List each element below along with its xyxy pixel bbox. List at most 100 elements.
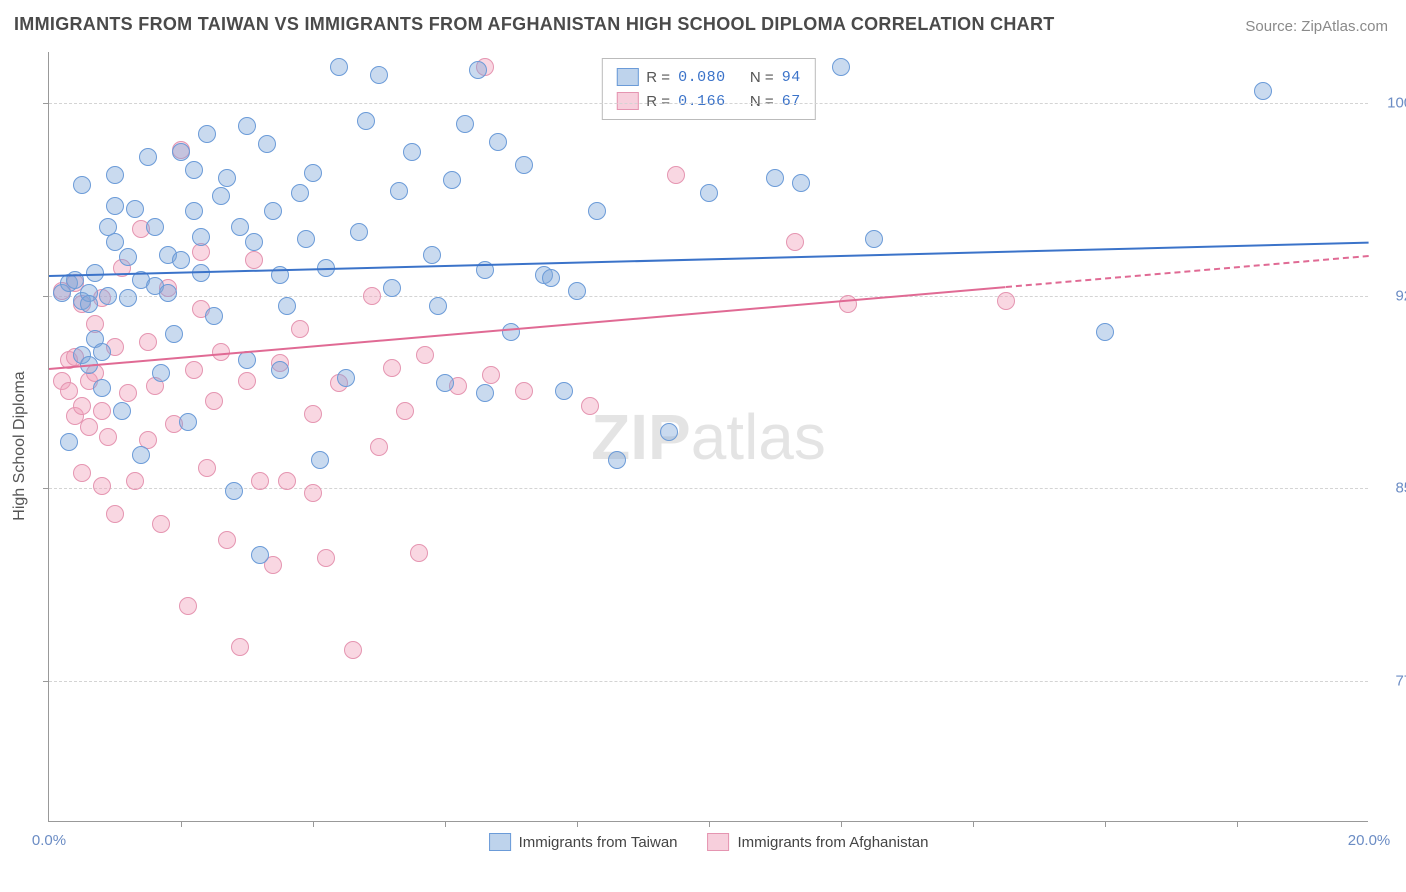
r-label: R = <box>646 69 670 86</box>
y-axis-label: High School Diploma <box>11 371 29 520</box>
source-attribution: Source: ZipAtlas.com <box>1245 18 1388 35</box>
scatter-point-blue <box>218 169 236 187</box>
xtick-mark <box>1105 821 1106 827</box>
scatter-point-blue <box>443 171 461 189</box>
ytick-label: 92.5% <box>1378 287 1406 304</box>
scatter-point-blue <box>700 184 718 202</box>
xtick-mark <box>1237 821 1238 827</box>
scatter-point-blue <box>198 125 216 143</box>
scatter-point-blue <box>106 197 124 215</box>
scatter-point-blue <box>119 289 137 307</box>
scatter-point-pink <box>317 549 335 567</box>
scatter-point-blue <box>436 374 454 392</box>
scatter-point-pink <box>93 477 111 495</box>
legend-swatch-icon <box>708 833 730 851</box>
scatter-point-pink <box>218 531 236 549</box>
scatter-point-blue <box>106 233 124 251</box>
scatter-point-pink <box>126 472 144 490</box>
scatter-point-pink <box>93 402 111 420</box>
plot-area: ZIPatlas R = 0.080 N = 94 R = 0.166 N = … <box>48 52 1368 822</box>
regression-line-pink <box>49 286 1006 370</box>
scatter-point-blue <box>172 143 190 161</box>
scatter-point-blue <box>403 143 421 161</box>
scatter-point-blue <box>555 382 573 400</box>
scatter-point-pink <box>482 366 500 384</box>
scatter-point-pink <box>839 295 857 313</box>
scatter-point-blue <box>766 169 784 187</box>
scatter-point-blue <box>231 218 249 236</box>
scatter-point-blue <box>271 361 289 379</box>
source-prefix: Source: <box>1245 18 1301 35</box>
ytick-label: 100.0% <box>1378 95 1406 112</box>
scatter-point-pink <box>416 346 434 364</box>
legend-label-pink: Immigrants from Afghanistan <box>738 834 929 851</box>
xtick-mark <box>577 821 578 827</box>
scatter-point-pink <box>667 166 685 184</box>
ytick-mark <box>43 296 49 297</box>
scatter-point-pink <box>198 459 216 477</box>
xtick-label: 0.0% <box>32 832 66 849</box>
r-label: R = <box>646 93 670 110</box>
n-label: N = <box>750 69 774 86</box>
scatter-point-pink <box>73 397 91 415</box>
scatter-point-blue <box>106 166 124 184</box>
legend-stats-row-blue: R = 0.080 N = 94 <box>616 65 800 89</box>
xtick-mark <box>841 821 842 827</box>
r-value-blue: 0.080 <box>678 69 726 86</box>
xtick-mark <box>445 821 446 827</box>
scatter-point-blue <box>337 369 355 387</box>
scatter-point-blue <box>93 379 111 397</box>
scatter-point-blue <box>126 200 144 218</box>
xtick-mark <box>973 821 974 827</box>
scatter-point-blue <box>132 446 150 464</box>
scatter-point-pink <box>291 320 309 338</box>
scatter-point-pink <box>238 372 256 390</box>
source-link[interactable]: ZipAtlas.com <box>1301 18 1388 35</box>
ytick-mark <box>43 488 49 489</box>
scatter-point-pink <box>106 505 124 523</box>
chart-title: IMMIGRANTS FROM TAIWAN VS IMMIGRANTS FRO… <box>14 14 1055 35</box>
scatter-point-blue <box>245 233 263 251</box>
scatter-point-blue <box>311 451 329 469</box>
watermark: ZIPatlas <box>591 400 826 474</box>
scatter-point-blue <box>588 202 606 220</box>
regression-line-pink-extrapolated <box>1006 255 1369 288</box>
scatter-point-blue <box>489 133 507 151</box>
scatter-point-blue <box>792 174 810 192</box>
scatter-point-blue <box>357 112 375 130</box>
gridline-h <box>49 488 1368 489</box>
scatter-point-blue <box>608 451 626 469</box>
scatter-point-blue <box>542 269 560 287</box>
scatter-point-blue <box>330 58 348 76</box>
scatter-point-blue <box>212 187 230 205</box>
ytick-mark <box>43 103 49 104</box>
scatter-point-pink <box>515 382 533 400</box>
scatter-point-blue <box>238 117 256 135</box>
legend-item-blue: Immigrants from Taiwan <box>489 833 678 851</box>
n-label: N = <box>750 93 774 110</box>
scatter-point-blue <box>370 66 388 84</box>
scatter-point-pink <box>581 397 599 415</box>
scatter-point-blue <box>251 546 269 564</box>
scatter-point-pink <box>205 392 223 410</box>
scatter-point-pink <box>383 359 401 377</box>
scatter-point-pink <box>179 597 197 615</box>
scatter-point-pink <box>185 361 203 379</box>
legend-swatch-blue-icon <box>616 68 638 86</box>
scatter-point-pink <box>304 484 322 502</box>
scatter-point-blue <box>1254 82 1272 100</box>
gridline-h <box>49 103 1368 104</box>
scatter-point-blue <box>258 135 276 153</box>
scatter-point-blue <box>456 115 474 133</box>
scatter-point-blue <box>238 351 256 369</box>
gridline-h <box>49 296 1368 297</box>
scatter-point-blue <box>80 295 98 313</box>
scatter-point-blue <box>152 364 170 382</box>
scatter-point-blue <box>264 202 282 220</box>
scatter-point-pink <box>786 233 804 251</box>
scatter-point-pink <box>60 382 78 400</box>
scatter-point-blue <box>185 161 203 179</box>
scatter-point-blue <box>568 282 586 300</box>
ytick-label: 85.0% <box>1378 480 1406 497</box>
legend-series: Immigrants from Taiwan Immigrants from A… <box>489 833 929 851</box>
